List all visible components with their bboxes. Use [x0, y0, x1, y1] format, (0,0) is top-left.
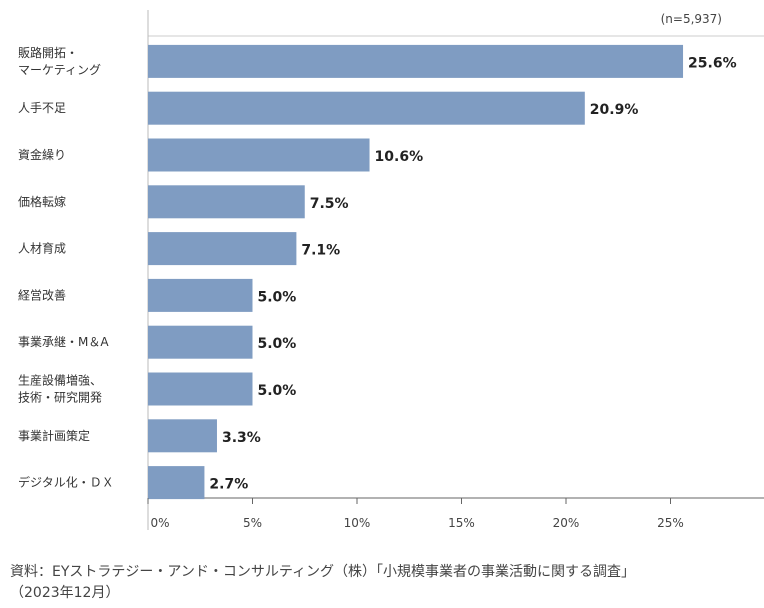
bar — [148, 278, 253, 312]
bar — [148, 325, 253, 359]
bar — [148, 372, 253, 406]
value-label: 2.7% — [209, 477, 248, 493]
category-label: 事業計画策定 — [18, 428, 90, 443]
x-tick-label: 25% — [657, 516, 684, 530]
bar-chart: 25.6% 販路開拓・マーケティング 20.9% 人手不足 10.6% 資金繰り 7.5% 価… — [18, 10, 764, 530]
value-label: 5.0% — [258, 383, 297, 399]
value-label: 25.6% — [688, 55, 737, 71]
x-tick-label: 15% — [448, 516, 475, 530]
bar — [148, 91, 585, 125]
bar — [148, 44, 684, 78]
x-tick-label: 10% — [344, 516, 371, 530]
category-label: 人手不足 — [18, 101, 66, 115]
value-label: 5.0% — [258, 289, 297, 305]
source-line-1: 資料：EYストラテジー・アンド・コンサルティング（株）「小規模事業者の事業活動に… — [10, 564, 635, 580]
source-note: 資料：EYストラテジー・アンド・コンサルティング（株）「小規模事業者の事業活動に… — [10, 562, 635, 604]
value-label: 7.1% — [301, 243, 340, 259]
value-label: 20.9% — [590, 102, 639, 118]
category-label: 資金繰り — [18, 147, 66, 162]
category-label: 人材育成 — [18, 241, 66, 256]
bar — [148, 232, 297, 266]
x-tick-label: 0% — [150, 516, 169, 530]
category-label: 価格転嫁 — [18, 194, 66, 209]
value-label: 10.6% — [375, 149, 424, 165]
bar — [148, 138, 370, 172]
value-label: 3.3% — [222, 430, 261, 446]
category-label: 販路開拓・マーケティング — [18, 45, 101, 77]
source-line-2: （2023年12月） — [10, 585, 120, 601]
bar — [148, 185, 305, 219]
sample-size-annotation: (n=5,937) — [660, 12, 722, 26]
x-tick-label: 20% — [553, 516, 580, 530]
category-label: 事業承継・M＆A — [18, 334, 109, 349]
category-label: デジタル化・ＤＸ — [18, 475, 114, 490]
bar — [148, 466, 205, 500]
x-tick-label: 5% — [243, 516, 262, 530]
category-label: 生産設備増強、技術・研究開発 — [18, 373, 102, 405]
value-label: 5.0% — [258, 336, 297, 352]
category-label: 経営改善 — [18, 287, 66, 302]
bar — [148, 419, 217, 453]
value-label: 7.5% — [310, 196, 349, 212]
